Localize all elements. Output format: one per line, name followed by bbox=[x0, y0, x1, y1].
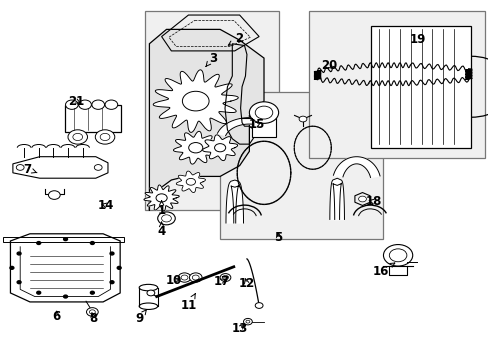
Circle shape bbox=[161, 215, 171, 222]
Circle shape bbox=[299, 116, 306, 122]
Circle shape bbox=[94, 165, 102, 170]
Text: 11: 11 bbox=[180, 294, 196, 312]
Circle shape bbox=[92, 100, 104, 109]
Text: 15: 15 bbox=[248, 118, 264, 131]
Circle shape bbox=[37, 291, 41, 294]
Text: 12: 12 bbox=[238, 278, 255, 291]
Circle shape bbox=[181, 275, 187, 280]
Polygon shape bbox=[149, 30, 264, 211]
Circle shape bbox=[188, 143, 203, 153]
Circle shape bbox=[73, 134, 82, 140]
Text: 2: 2 bbox=[228, 32, 243, 45]
Text: 10: 10 bbox=[165, 274, 182, 287]
Circle shape bbox=[186, 179, 195, 185]
Text: 4: 4 bbox=[157, 222, 165, 238]
Circle shape bbox=[388, 249, 406, 262]
Polygon shape bbox=[217, 118, 268, 136]
Polygon shape bbox=[329, 178, 344, 220]
Ellipse shape bbox=[139, 303, 158, 310]
Circle shape bbox=[243, 319, 252, 325]
Circle shape bbox=[95, 130, 115, 144]
Circle shape bbox=[189, 273, 202, 282]
Circle shape bbox=[147, 290, 155, 296]
Circle shape bbox=[222, 275, 228, 280]
Bar bbox=[220, 92, 383, 239]
Text: 1: 1 bbox=[157, 201, 165, 217]
Text: 3: 3 bbox=[205, 51, 216, 67]
Circle shape bbox=[192, 275, 199, 280]
Bar bbox=[370, 26, 470, 148]
Bar bbox=[3, 237, 124, 242]
Circle shape bbox=[220, 274, 230, 282]
Bar bbox=[144, 12, 278, 211]
Circle shape bbox=[68, 130, 87, 144]
Ellipse shape bbox=[139, 284, 158, 291]
Text: 18: 18 bbox=[365, 195, 381, 208]
Circle shape bbox=[110, 252, 114, 255]
Text: 5: 5 bbox=[274, 231, 282, 244]
Text: 7: 7 bbox=[23, 163, 37, 176]
Circle shape bbox=[182, 91, 209, 111]
Text: 9: 9 bbox=[135, 310, 146, 325]
Circle shape bbox=[214, 144, 225, 152]
Circle shape bbox=[86, 308, 98, 316]
Polygon shape bbox=[176, 171, 205, 193]
Text: 8: 8 bbox=[89, 311, 97, 325]
Text: 6: 6 bbox=[53, 310, 61, 323]
Circle shape bbox=[89, 310, 95, 314]
Circle shape bbox=[79, 100, 91, 109]
Polygon shape bbox=[333, 157, 379, 177]
Circle shape bbox=[10, 266, 14, 269]
Bar bbox=[251, 117, 276, 137]
Circle shape bbox=[105, 100, 118, 109]
Polygon shape bbox=[202, 135, 237, 161]
Text: 20: 20 bbox=[320, 59, 336, 72]
Polygon shape bbox=[173, 131, 218, 164]
Text: 19: 19 bbox=[408, 33, 425, 46]
Circle shape bbox=[90, 291, 94, 294]
Circle shape bbox=[100, 134, 110, 140]
Polygon shape bbox=[153, 70, 238, 132]
Circle shape bbox=[48, 191, 60, 199]
Circle shape bbox=[90, 242, 94, 244]
Circle shape bbox=[117, 266, 121, 269]
Circle shape bbox=[156, 194, 167, 202]
Circle shape bbox=[17, 281, 21, 284]
Circle shape bbox=[63, 295, 67, 298]
Circle shape bbox=[17, 252, 21, 255]
Bar bbox=[64, 105, 121, 132]
Polygon shape bbox=[225, 180, 243, 223]
Bar bbox=[309, 12, 484, 158]
Circle shape bbox=[255, 106, 272, 119]
Circle shape bbox=[178, 273, 190, 282]
Circle shape bbox=[63, 238, 67, 240]
Circle shape bbox=[249, 102, 278, 123]
Text: 16: 16 bbox=[372, 263, 394, 278]
Circle shape bbox=[65, 100, 78, 109]
Circle shape bbox=[245, 320, 249, 323]
Text: 21: 21 bbox=[68, 95, 84, 108]
Circle shape bbox=[16, 165, 24, 170]
Polygon shape bbox=[143, 185, 179, 211]
Circle shape bbox=[255, 303, 263, 309]
Circle shape bbox=[110, 281, 114, 284]
Circle shape bbox=[158, 212, 175, 225]
Text: 17: 17 bbox=[213, 275, 229, 288]
Circle shape bbox=[358, 196, 366, 202]
Circle shape bbox=[383, 244, 412, 266]
Text: 13: 13 bbox=[231, 322, 247, 335]
Text: 14: 14 bbox=[97, 199, 114, 212]
Circle shape bbox=[37, 242, 41, 244]
